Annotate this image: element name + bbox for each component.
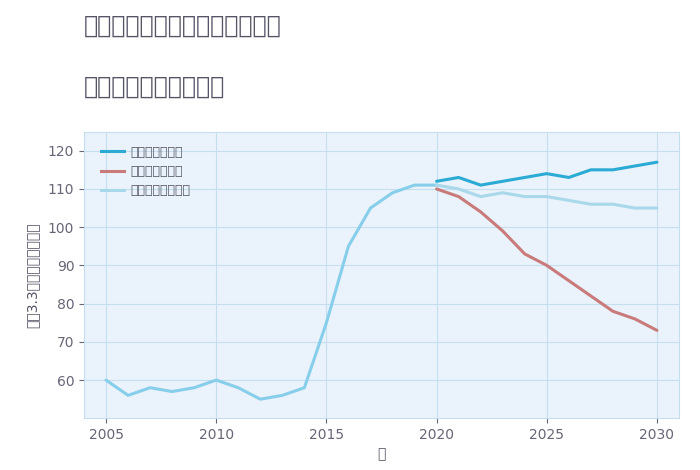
Y-axis label: 坪（3.3㎡）単価（万円）: 坪（3.3㎡）単価（万円） [25,222,39,328]
Text: 中古戸建ての価格推移: 中古戸建ての価格推移 [84,75,225,99]
Legend: グッドシナリオ, バッドシナリオ, ノーマルシナリオ: グッドシナリオ, バッドシナリオ, ノーマルシナリオ [96,141,195,202]
X-axis label: 年: 年 [377,447,386,462]
Text: 愛知県名古屋市中村区名楽町の: 愛知県名古屋市中村区名楽町の [84,14,281,38]
